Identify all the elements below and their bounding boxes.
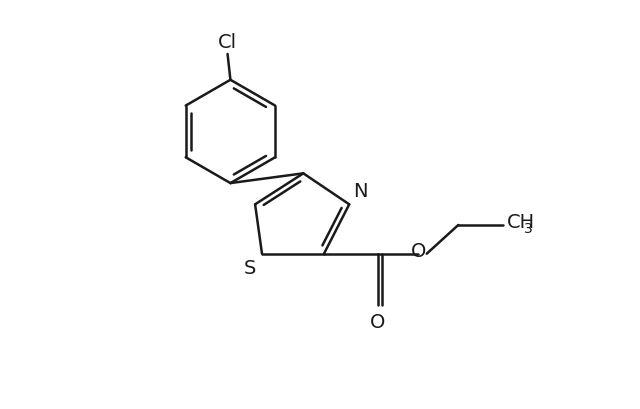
Text: O: O <box>371 312 386 331</box>
Text: N: N <box>353 181 368 200</box>
Text: O: O <box>410 241 426 260</box>
Text: S: S <box>244 258 256 278</box>
Text: CH: CH <box>506 213 534 231</box>
Text: Cl: Cl <box>218 33 237 52</box>
Text: 3: 3 <box>524 221 532 235</box>
